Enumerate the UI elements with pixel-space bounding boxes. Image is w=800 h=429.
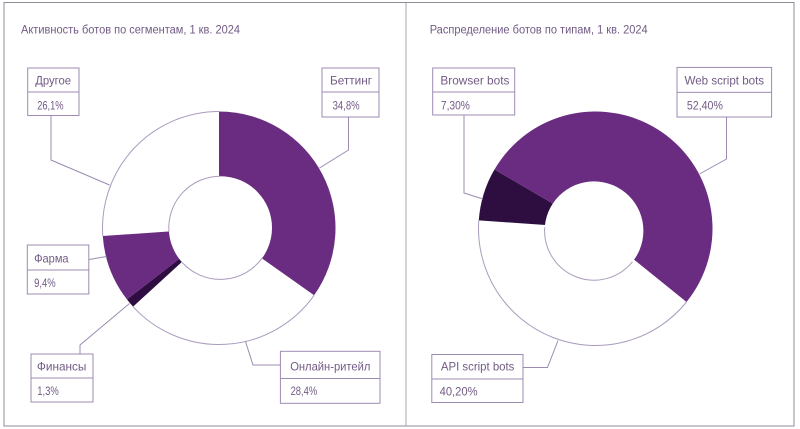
svg-text:Онлайн-ритейл: Онлайн-ритейл xyxy=(290,359,370,373)
svg-text:Беттинг: Беттинг xyxy=(330,74,372,88)
svg-text:Browser bots: Browser bots xyxy=(440,74,509,88)
svg-text:26,1%: 26,1% xyxy=(37,98,64,112)
svg-text:API script bots: API script bots xyxy=(441,359,515,373)
svg-text:Финансы: Финансы xyxy=(37,359,87,373)
svg-text:34,8%: 34,8% xyxy=(333,98,360,112)
svg-text:Распределение ботов по типам,: Распределение ботов по типам, 1 кв. 2024 xyxy=(430,24,649,36)
svg-text:52,40%: 52,40% xyxy=(687,99,723,113)
svg-text:7,30%: 7,30% xyxy=(441,98,470,112)
svg-text:28,4%: 28,4% xyxy=(291,384,318,398)
svg-text:9,4%: 9,4% xyxy=(34,276,56,290)
svg-text:40,20%: 40,20% xyxy=(440,384,478,398)
svg-text:1,3%: 1,3% xyxy=(37,384,59,398)
svg-text:Активность ботов по сегментам,: Активность ботов по сегментам, 1 кв. 202… xyxy=(21,24,241,36)
svg-text:Другое: Другое xyxy=(35,74,71,88)
svg-text:Фарма: Фарма xyxy=(34,252,69,266)
svg-text:Web script bots: Web script bots xyxy=(685,74,765,88)
